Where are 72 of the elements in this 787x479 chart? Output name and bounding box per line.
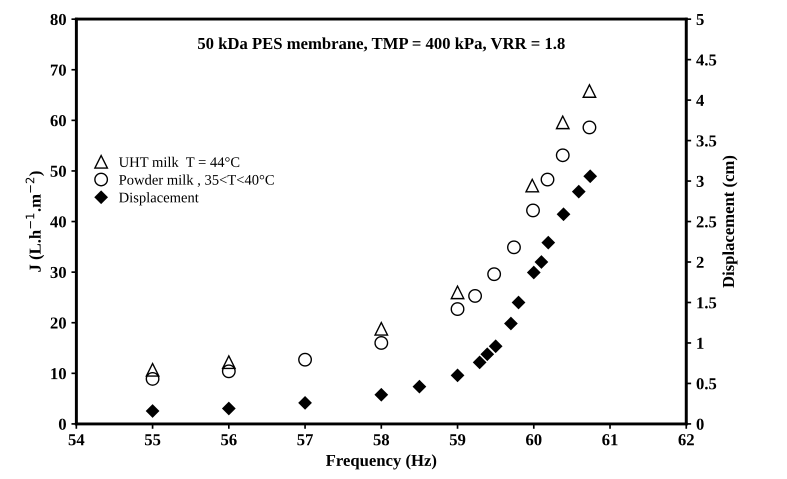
point: [540, 172, 554, 186]
x-tick-label: 55: [144, 434, 160, 446]
y2-tick-label: 5: [696, 14, 704, 26]
point: [534, 255, 548, 269]
point: [526, 203, 540, 218]
x-tick-label: 59: [450, 434, 466, 446]
legend-label: UHT milk T = 44°C: [118, 156, 240, 168]
point: [572, 185, 586, 198]
x-axis-title: Frequency (Hz): [326, 454, 436, 470]
point: [512, 296, 526, 310]
y2-tick-label: 2: [696, 256, 704, 268]
x-tick-label: 58: [374, 434, 390, 446]
y-tick-label: 0: [58, 418, 66, 430]
point: [487, 267, 502, 282]
point: [146, 362, 160, 377]
y-tick-label: 70: [50, 64, 66, 76]
y-axis-title: J (L.h$^{−1}$.m$^{−2}$): [26, 171, 44, 272]
point: [298, 396, 312, 410]
point: [222, 402, 236, 416]
y2-tick-label: 4.5: [696, 54, 716, 66]
x-tick-label: 60: [526, 434, 542, 446]
x-tick-label: 57: [297, 434, 313, 446]
point: [556, 148, 570, 162]
point: [450, 368, 464, 382]
x-tick-label: 56: [221, 434, 237, 446]
y2-tick-label: 3: [696, 176, 704, 188]
legend-label: Displacement: [119, 192, 199, 206]
y2-tick-label: 2.5: [696, 216, 716, 228]
y-tick-label: 30: [50, 266, 66, 278]
y2-tick-label: 0: [696, 418, 704, 430]
point: [450, 302, 464, 316]
point: [584, 170, 597, 183]
point: [582, 84, 596, 98]
point: [556, 208, 570, 221]
y-tick-label: 50: [50, 166, 66, 177]
y2-tick-label: 4: [696, 94, 704, 106]
point: [582, 120, 596, 134]
y-tick-label: 80: [50, 14, 66, 26]
point: [298, 352, 312, 367]
point: [146, 372, 160, 386]
point: [556, 115, 570, 130]
point: [473, 356, 486, 369]
point: [374, 336, 388, 350]
point: [374, 322, 388, 336]
x-tick-label: 62: [678, 434, 694, 446]
point: [542, 236, 555, 250]
point: [222, 364, 236, 378]
point: [504, 316, 518, 330]
y2-tick-label: 3.5: [696, 135, 716, 147]
point: [480, 348, 494, 361]
y-tick-label: 20: [50, 317, 66, 329]
point: [525, 178, 540, 193]
x-tick-label: 54: [68, 434, 84, 446]
legend-label: Powder milk , 35<T<40°C: [119, 174, 274, 187]
point: [468, 288, 482, 303]
y-tick-label: 40: [50, 216, 66, 228]
y2-tick-label: 1: [697, 338, 704, 349]
point: [374, 388, 388, 402]
x-tick-label: 61: [602, 434, 618, 446]
point: [489, 340, 502, 353]
y2-axis-title: Displacement (cm): [722, 156, 738, 288]
point: [450, 285, 464, 300]
point: [412, 380, 426, 394]
y-tick-label: 10: [51, 368, 66, 380]
point: [222, 355, 236, 370]
text: 50 kDa PES membrane, TMP = 400 kPa, VRR = 1.8: [198, 37, 565, 52]
point: [507, 240, 521, 254]
y2-tick-label: 1.5: [697, 297, 716, 309]
y2-tick-label: 0.5: [696, 378, 716, 390]
point: [146, 404, 160, 418]
y-tick-label: 60: [50, 115, 66, 126]
point: [527, 266, 540, 280]
